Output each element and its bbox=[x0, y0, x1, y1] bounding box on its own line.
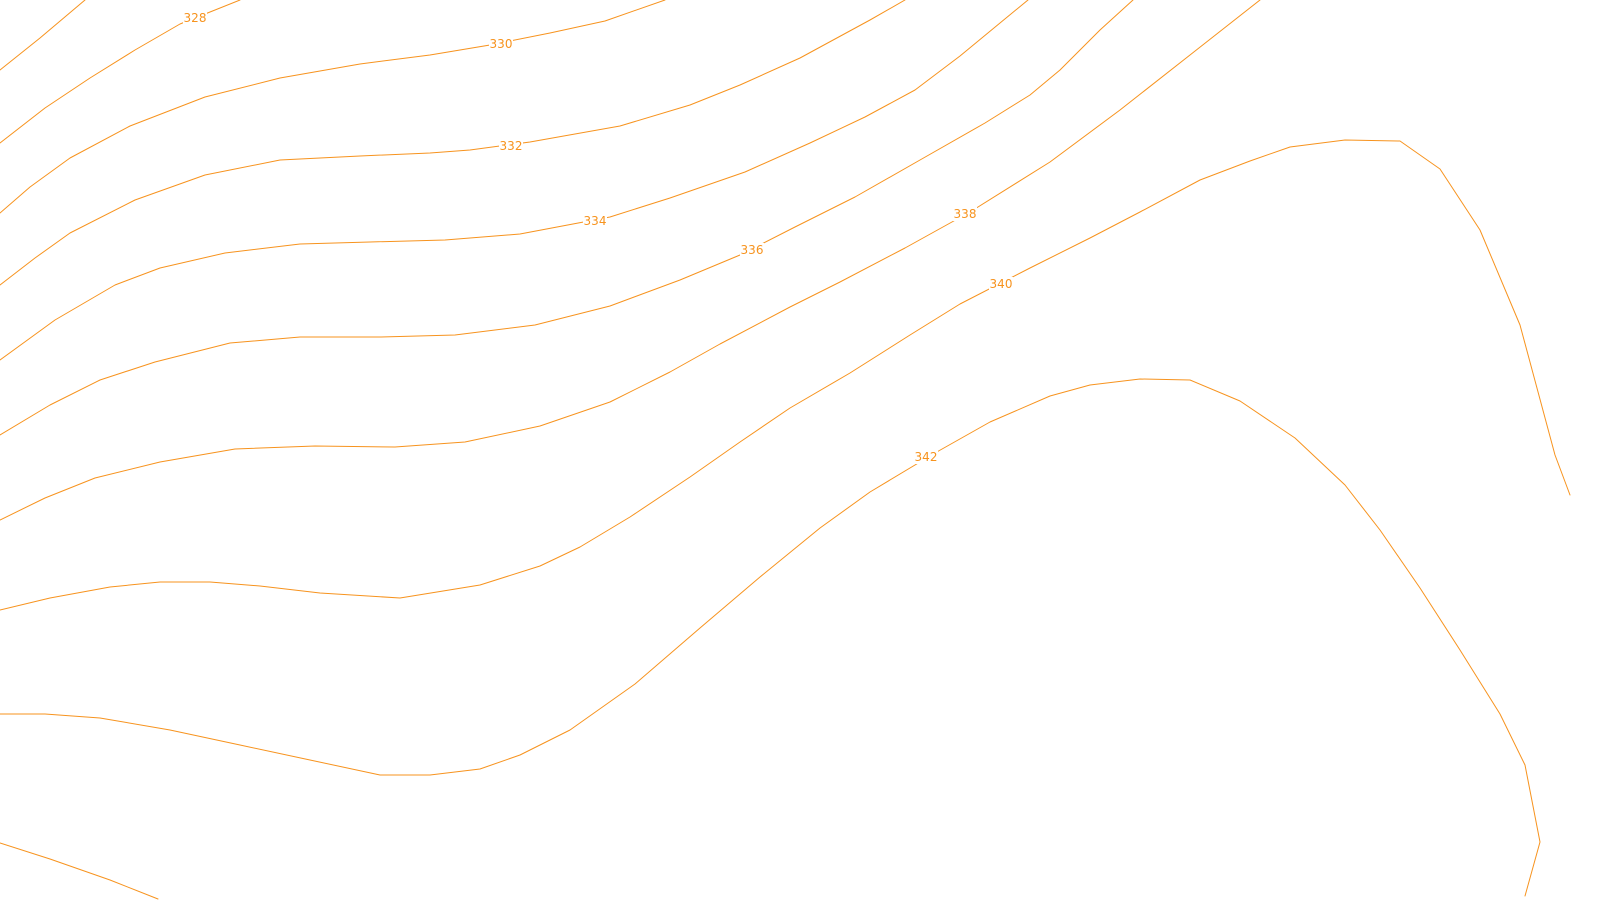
contour-label-338: 338 bbox=[954, 207, 977, 221]
contour-label-340-bg bbox=[989, 277, 1013, 291]
contour-label-340: 340 bbox=[990, 277, 1013, 291]
contour-label-342-bg bbox=[914, 450, 938, 464]
contour-label-342: 342 bbox=[915, 450, 938, 464]
contour-label-334: 334 bbox=[584, 214, 607, 228]
contour-line-342 bbox=[0, 378, 1541, 897]
contour-line-336 bbox=[0, 0, 1134, 436]
contour-label-328: 328 bbox=[184, 11, 207, 25]
contour-line-338 bbox=[0, 0, 1261, 521]
contour-line-334 bbox=[0, 0, 1029, 361]
contour-label-330-bg bbox=[489, 37, 513, 51]
contour-labels: 328 330 332 334 336 338 340 342 bbox=[183, 11, 1013, 464]
contour-label-334-bg bbox=[583, 214, 607, 228]
contour-label-330: 330 bbox=[490, 37, 513, 51]
contour-label-336: 336 bbox=[741, 243, 764, 257]
contour-line-c-unlabeled-b bbox=[0, 842, 159, 900]
contour-label-332: 332 bbox=[500, 139, 523, 153]
contour-line-c-unlabeled-a bbox=[0, 0, 86, 71]
contour-line-332 bbox=[0, 0, 906, 286]
contour-label-336-bg bbox=[740, 243, 764, 257]
contour-line-330 bbox=[0, 0, 666, 214]
contour-label-338-bg bbox=[953, 207, 977, 221]
contour-label-328-bg bbox=[183, 11, 207, 25]
contour-line-340 bbox=[0, 139, 1571, 611]
contour-label-332-bg bbox=[499, 139, 523, 153]
